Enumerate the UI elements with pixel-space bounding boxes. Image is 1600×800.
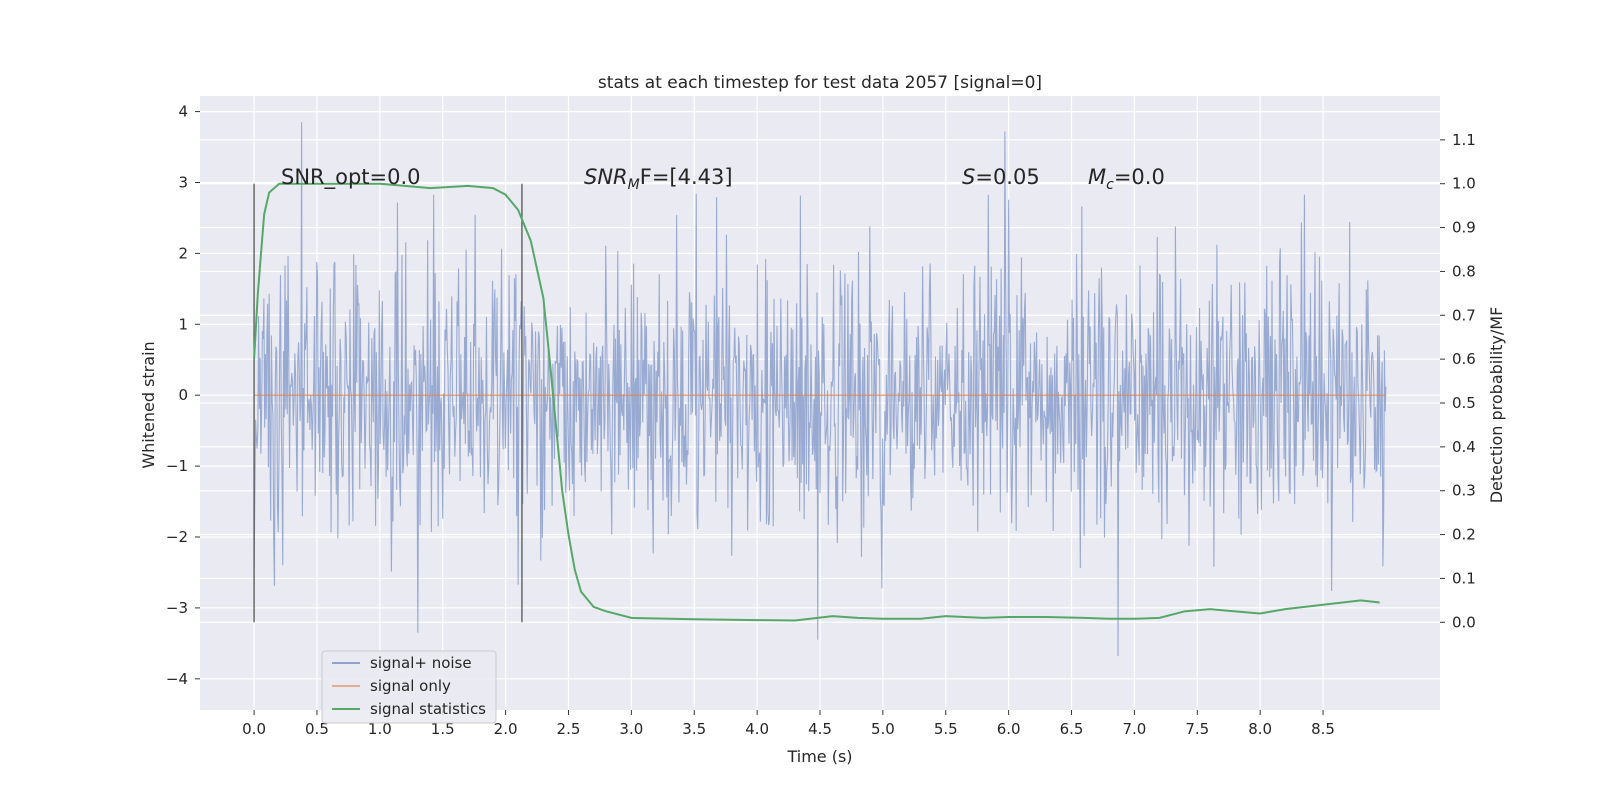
x-tick-label: 5.0: [871, 720, 895, 738]
series-signal-noise: [253, 122, 1387, 657]
y-right-tick-label: 0.0: [1452, 613, 1476, 631]
x-tick-label: 3.5: [682, 720, 706, 738]
y-right-axis-ticks: 1.1 1.0 0.9 0.8 0.7 0.6 0.5 0.4 0.3 0.2 0.1 0.0: [1440, 131, 1476, 631]
x-tick-label: 2.0: [494, 720, 518, 738]
x-tick-label: 4.5: [808, 720, 832, 738]
x-tick-label: 0.0: [242, 720, 266, 738]
x-tick-label: 2.5: [557, 720, 581, 738]
y-right-tick-label: 0.5: [1452, 394, 1476, 412]
x-tick-label: 5.5: [934, 720, 958, 738]
y-left-tick-label: −4: [166, 670, 188, 688]
y-right-tick-label: 1.1: [1452, 131, 1476, 149]
y-left-tick-label: 3: [178, 173, 188, 191]
legend: signal+ noise signal only signal statist…: [321, 650, 497, 724]
y-right-tick-label: 0.7: [1452, 306, 1476, 324]
vertical-markers: [253, 183, 523, 623]
y-right-tick-label: 0.2: [1452, 526, 1476, 544]
x-tick-label: 1.5: [431, 720, 455, 738]
y-right-tick-label: 0.4: [1452, 438, 1476, 456]
x-tick-label: 8.0: [1248, 720, 1272, 738]
x-axis-ticks: 0.0 0.5 1.0 1.5 2.0 2.5 3.0 3.5 4.0 4.5 5.0 5.5 6.0 6…: [242, 710, 1335, 738]
annotation-s-rest: =0.05: [975, 165, 1039, 189]
y-axis-label-left: Whitened strain: [139, 341, 158, 468]
y-right-tick-label: 0.9: [1452, 219, 1476, 237]
annotation-snr-mf-rest: F=[4.43]: [640, 165, 733, 189]
annotation-mc-rest: =0.0: [1114, 165, 1165, 189]
signal-statistics-line: [253, 182, 1380, 622]
annotation-mc: Mc=0.0: [1088, 165, 1165, 193]
y-right-tick-label: 0.3: [1452, 482, 1476, 500]
y-left-tick-label: 0: [178, 386, 188, 404]
annotation-snr-mf-base: SNR: [584, 165, 628, 189]
y-axis-label-right: Detection probability/MF: [1487, 307, 1506, 504]
x-tick-label: 3.0: [619, 720, 643, 738]
y-right-tick-label: 1.0: [1452, 175, 1476, 193]
x-tick-label: 7.5: [1185, 720, 1209, 738]
annotation-snr-mf-sub: M: [628, 177, 640, 193]
y-left-tick-label: 4: [178, 103, 188, 121]
x-tick-label: 6.5: [1060, 720, 1084, 738]
annotation-mc-var: M: [1088, 165, 1106, 189]
x-tick-label: 1.0: [368, 720, 392, 738]
legend-box: [321, 650, 497, 724]
y-left-tick-label: −1: [166, 457, 188, 475]
legend-label-signal-noise: signal+ noise: [370, 654, 472, 672]
x-tick-label: 4.0: [745, 720, 769, 738]
annotation-mc-sub: c: [1106, 177, 1114, 193]
x-tick-label: 7.0: [1122, 720, 1146, 738]
annotation-snr-opt: SNR_opt=0.0: [281, 165, 421, 190]
y-left-tick-label: −3: [166, 599, 188, 617]
series-signal-statistics: [253, 182, 1380, 622]
chart-title: stats at each timestep for test data 205…: [598, 73, 1042, 93]
x-axis-label: Time (s): [786, 747, 852, 766]
y-right-tick-label: 0.1: [1452, 569, 1476, 587]
annotation-s-var: S: [962, 165, 975, 189]
legend-label-signal-only: signal only: [370, 677, 451, 695]
annotation-snr-mf: SNRMF=[4.43]: [584, 165, 733, 193]
y-left-tick-label: 2: [178, 244, 188, 262]
y-left-axis-ticks: 4 3 2 1 0 −1 −2 −3 −4: [166, 103, 200, 688]
y-left-tick-label: 1: [178, 315, 188, 333]
legend-label-signal-statistics: signal statistics: [370, 700, 486, 718]
x-tick-label: 8.5: [1311, 720, 1335, 738]
y-right-tick-label: 0.6: [1452, 350, 1476, 368]
y-right-tick-label: 0.8: [1452, 262, 1476, 280]
x-tick-label: 0.5: [305, 720, 329, 738]
x-tick-label: 6.0: [997, 720, 1021, 738]
annotation-s: S=0.05: [962, 165, 1040, 189]
signal-noise-line: [253, 122, 1387, 657]
y-left-tick-label: −2: [166, 528, 188, 546]
